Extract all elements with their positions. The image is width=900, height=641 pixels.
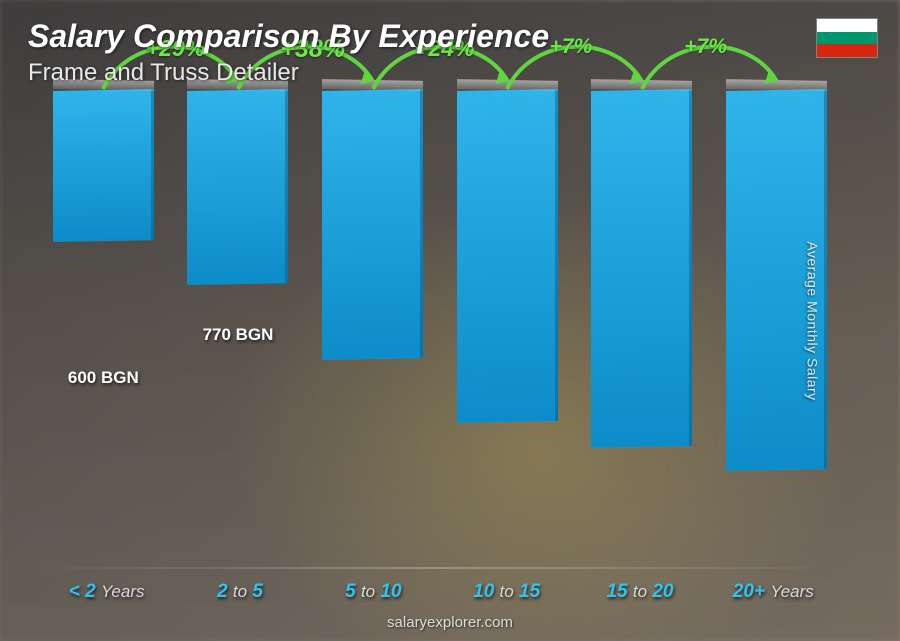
- x-axis-label: 15 to 20: [573, 581, 706, 603]
- page-title: Salary Comparison By Experience: [28, 18, 872, 55]
- x-axis-label: 20+ Years: [707, 581, 840, 603]
- flag-bulgaria: [816, 18, 878, 58]
- flag-stripe-top: [817, 19, 877, 32]
- flag-stripe-mid: [817, 32, 877, 45]
- bar: [591, 89, 692, 448]
- bar: [457, 89, 558, 423]
- x-axis-labels: < 2 Years2 to 55 to 1010 to 1515 to 2020…: [40, 581, 840, 603]
- x-axis-label: 10 to 15: [440, 581, 573, 603]
- bar: [322, 89, 423, 360]
- bar-group-1: 770 BGN: [175, 90, 302, 561]
- bars-container: 600 BGN 770 BGN 1,070 BGN1,320 BGN1,420 BG…: [40, 90, 840, 561]
- x-axis-label: < 2 Years: [40, 581, 173, 603]
- bar: [187, 89, 288, 285]
- bar-value-label: 600 BGN: [68, 368, 139, 388]
- bar-group-3: 1,320 BGN: [444, 90, 571, 561]
- x-axis-label: 5 to 10: [307, 581, 440, 603]
- flag-stripe-bot: [817, 44, 877, 57]
- bar-value-label: 770 BGN: [203, 325, 274, 345]
- bar: [53, 89, 154, 242]
- bar-group-5: 1,510 BGN: [713, 90, 840, 561]
- bar-group-0: 600 BGN: [40, 90, 167, 561]
- page-subtitle: Frame and Truss Detailer: [28, 59, 872, 87]
- header: Salary Comparison By Experience Frame an…: [28, 18, 872, 87]
- x-axis-label: 2 to 5: [173, 581, 306, 603]
- chart-baseline: [30, 567, 850, 569]
- footer-credit: salaryexplorer.com: [0, 614, 900, 631]
- bar-group-4: 1,420 BGN: [579, 90, 706, 561]
- y-axis-label: Average Monthly Salary: [804, 241, 820, 400]
- chart-area: 600 BGN 770 BGN 1,070 BGN1,320 BGN1,420 BG…: [40, 90, 840, 561]
- bar-group-2: 1,070 BGN: [309, 90, 436, 561]
